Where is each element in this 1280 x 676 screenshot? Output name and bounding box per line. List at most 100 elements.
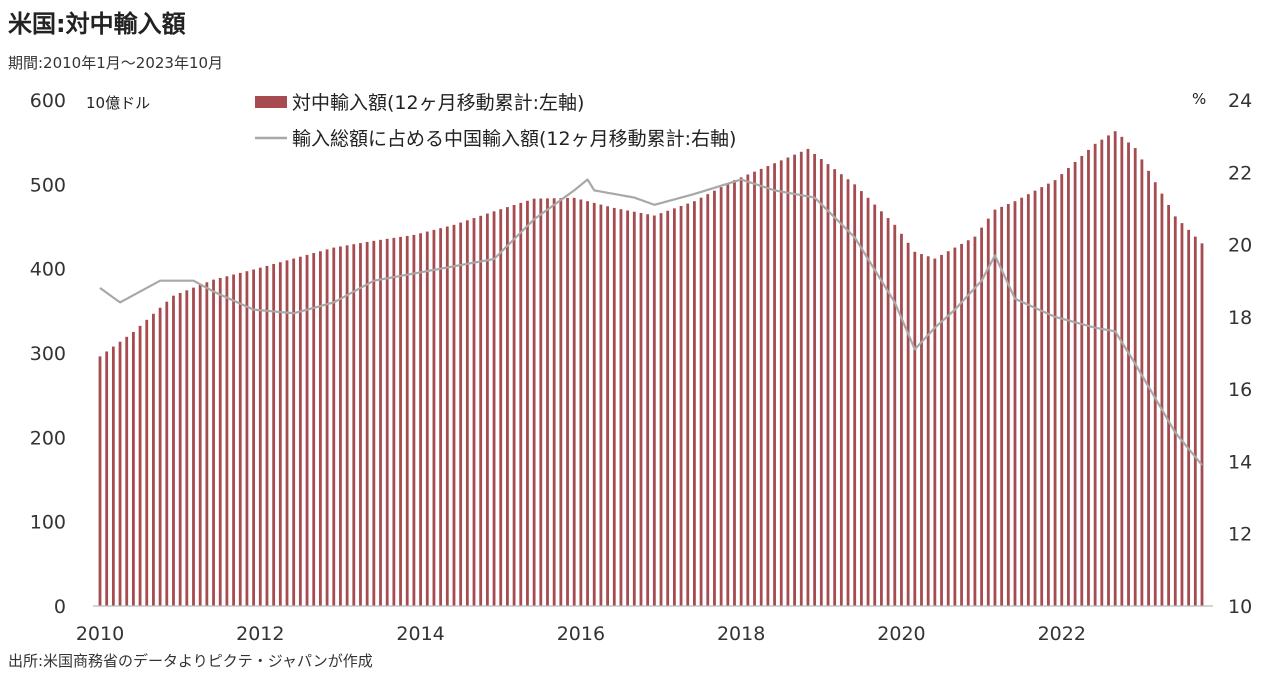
bar — [325, 249, 329, 606]
bar — [993, 209, 997, 606]
bar — [265, 265, 269, 606]
bar — [853, 184, 857, 606]
right-tick-label: 22 — [1228, 162, 1252, 184]
bar — [886, 218, 890, 606]
right-tick-label: 20 — [1228, 235, 1252, 257]
bar — [145, 319, 149, 606]
bar — [572, 197, 576, 606]
bar — [232, 274, 235, 606]
bar — [1167, 205, 1171, 606]
bar — [666, 210, 670, 606]
right-tick-label: 16 — [1228, 379, 1252, 401]
left-tick-label: 0 — [54, 596, 66, 618]
bar — [425, 231, 429, 606]
x-tick-label: 2016 — [557, 623, 605, 645]
bar — [1153, 182, 1157, 606]
x-tick-label: 2012 — [236, 623, 284, 645]
bar — [465, 220, 469, 606]
bar — [445, 226, 449, 606]
bar — [773, 163, 776, 606]
bar — [966, 240, 970, 606]
bar — [485, 213, 489, 606]
bar — [652, 215, 656, 607]
bar — [579, 199, 583, 606]
right-tick-label: 24 — [1228, 90, 1252, 112]
bar — [506, 207, 509, 606]
bar — [178, 292, 182, 606]
bar — [1087, 149, 1090, 606]
x-tick-label: 2014 — [396, 623, 444, 645]
bar — [1187, 229, 1191, 606]
bar — [659, 213, 663, 606]
right-tick-label: 18 — [1228, 307, 1252, 329]
bar — [599, 204, 603, 606]
bar — [1026, 194, 1030, 607]
bar — [278, 262, 282, 606]
bar — [833, 169, 837, 606]
bar — [1006, 204, 1010, 606]
bar — [719, 187, 723, 606]
bar — [1113, 131, 1117, 606]
bar — [746, 174, 750, 607]
right-axis: 10 12 14 16 18 20 22 24 — [1228, 90, 1252, 618]
right-tick-label: 14 — [1228, 451, 1252, 473]
bar — [138, 325, 142, 606]
left-tick-label: 100 — [30, 512, 66, 534]
bar — [125, 336, 129, 606]
legend-bar-swatch — [255, 96, 287, 108]
bar — [298, 256, 302, 606]
bar — [1180, 223, 1184, 606]
bar — [1000, 206, 1004, 606]
bar — [559, 198, 563, 607]
bar — [859, 191, 863, 606]
bar — [913, 251, 917, 607]
bar — [492, 211, 496, 606]
bar — [552, 198, 556, 606]
bar — [1060, 174, 1064, 606]
bar — [305, 254, 309, 606]
bar — [753, 171, 756, 606]
bar — [819, 159, 823, 606]
bar — [365, 241, 369, 606]
bar — [499, 209, 503, 606]
bar — [1140, 159, 1144, 606]
bar — [679, 205, 683, 607]
bar — [419, 233, 422, 606]
bar — [1160, 193, 1164, 607]
left-tick-label: 600 — [30, 90, 66, 112]
bar — [612, 207, 616, 606]
bar — [1040, 187, 1044, 606]
bar — [1046, 183, 1050, 606]
bar — [272, 264, 276, 606]
bar — [1193, 236, 1197, 606]
bar — [953, 247, 957, 606]
bar — [405, 235, 409, 607]
bar — [472, 218, 476, 606]
bar — [1200, 243, 1204, 606]
bar — [786, 157, 790, 606]
bar — [105, 351, 109, 606]
bar — [606, 206, 609, 606]
bar — [693, 201, 696, 606]
bar — [1173, 216, 1177, 606]
bar — [172, 295, 175, 606]
bar — [980, 227, 983, 606]
source-note: 出所:米国商務省のデータよりピクテ・ジャパンが作成 — [8, 652, 373, 670]
bar — [779, 160, 783, 606]
bar — [973, 236, 977, 606]
bar — [359, 243, 362, 606]
left-tick-label: 200 — [30, 427, 66, 449]
bar — [379, 239, 382, 606]
bar — [158, 307, 162, 606]
bar — [986, 218, 990, 606]
bar — [439, 228, 443, 606]
bar — [806, 148, 810, 606]
bar — [813, 153, 817, 606]
bar — [839, 174, 843, 606]
bar — [152, 313, 155, 606]
bar — [479, 215, 483, 606]
bar — [586, 201, 589, 606]
bar — [1067, 168, 1070, 606]
bar — [1107, 135, 1110, 607]
bar — [312, 253, 316, 606]
